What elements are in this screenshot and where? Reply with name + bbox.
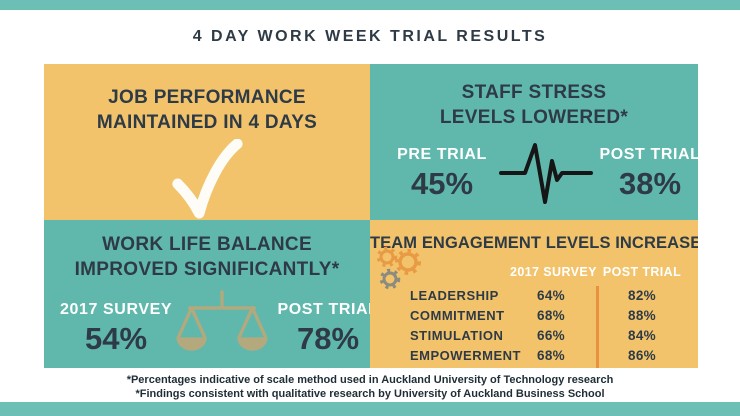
commitment-post-value: 88% (628, 307, 656, 323)
post-trial-stat: POST TRIAL 38% (594, 146, 698, 202)
footnotes: *Percentages indicative of scale method … (0, 373, 740, 401)
survey-2017-label: 2017 SURVEY (60, 300, 173, 318)
quadrant-grid: JOB PERFORMANCE MAINTAINED IN 4 DAYS STA… (44, 64, 698, 368)
header-2017-survey: 2017 SURVEY (510, 265, 597, 279)
stimulation-survey-value: 66% (537, 327, 565, 343)
work-life-line1: WORK LIFE BALANCE (102, 234, 312, 255)
header-post-trial: POST TRIAL (602, 265, 682, 279)
column-divider (596, 286, 599, 368)
job-performance-heading: JOB PERFORMANCE MAINTAINED IN 4 DAYS (44, 64, 370, 135)
leadership-survey-value: 64% (537, 287, 565, 303)
row-label-empowerment: EMPOWERMENT (410, 347, 521, 363)
work-life-heading: WORK LIFE BALANCE IMPROVED SIGNIFICANTLY… (44, 220, 370, 282)
staff-stress-line1: STAFF STRESS (461, 82, 607, 103)
panel-staff-stress: STAFF STRESS LEVELS LOWERED* PRE TRIAL 4… (370, 64, 698, 220)
leadership-post-value: 82% (628, 287, 656, 303)
row-label-commitment: COMMITMENT (410, 307, 505, 323)
row-label-stimulation: STIMULATION (410, 327, 504, 343)
heartbeat-icon (498, 136, 594, 211)
panel-team-engagement: TEAM ENGAGEMENT LEVELS INCREASED* (370, 220, 698, 368)
team-engagement-heading: TEAM ENGAGEMENT LEVELS INCREASED* (370, 234, 698, 252)
header-spacer (410, 262, 510, 285)
empowerment-post-value: 86% (628, 347, 656, 363)
engagement-table: 2017 SURVEY POST TRIAL LEADERSHIP 64% 82… (410, 262, 692, 368)
page-title: 4 DAY WORK WEEK TRIAL RESULTS (192, 28, 548, 45)
bottom-accent-bar (0, 402, 740, 416)
scales-icon (172, 288, 272, 368)
post-trial-balance-value: 78% (296, 320, 360, 356)
post-trial-balance-stat: POST TRIAL 78% (272, 301, 370, 357)
checkmark-icon (44, 139, 370, 219)
commitment-survey-value: 68% (537, 307, 565, 323)
post-trial-balance-label: POST TRIAL (277, 300, 370, 318)
post-trial-label: POST TRIAL (599, 145, 698, 163)
footnote-1: *Percentages indicative of scale method … (126, 374, 614, 386)
job-performance-line2: MAINTAINED IN 4 DAYS (96, 112, 318, 133)
post-trial-value: 38% (618, 165, 682, 201)
staff-stress-heading: STAFF STRESS LEVELS LOWERED* (370, 64, 698, 130)
top-accent-bar (0, 0, 740, 10)
stimulation-post-value: 84% (628, 327, 656, 343)
engagement-grid: 2017 SURVEY POST TRIAL LEADERSHIP 64% 82… (410, 262, 692, 365)
pre-trial-value: 45% (410, 165, 474, 201)
staff-stress-stats: PRE TRIAL 45% POST TRIAL 38% (370, 130, 698, 211)
empowerment-survey-value: 68% (537, 347, 565, 363)
gears-icon (376, 246, 426, 301)
pre-trial-label: PRE TRIAL (397, 145, 487, 163)
job-performance-line1: JOB PERFORMANCE (108, 87, 306, 108)
staff-stress-line2: LEVELS LOWERED* (439, 107, 629, 128)
work-life-line2: IMPROVED SIGNIFICANTLY* (74, 259, 340, 280)
pre-trial-stat: PRE TRIAL 45% (386, 146, 498, 202)
panel-work-life-balance: WORK LIFE BALANCE IMPROVED SIGNIFICANTLY… (44, 220, 370, 368)
row-label-leadership: LEADERSHIP (410, 287, 499, 303)
survey-2017-value: 54% (84, 320, 148, 356)
work-life-stats: 2017 SURVEY 54% (44, 282, 370, 368)
footnote-2: *Findings consistent with qualitative re… (135, 388, 605, 400)
survey-2017-stat: 2017 SURVEY 54% (60, 301, 172, 357)
panel-job-performance: JOB PERFORMANCE MAINTAINED IN 4 DAYS (44, 64, 370, 220)
